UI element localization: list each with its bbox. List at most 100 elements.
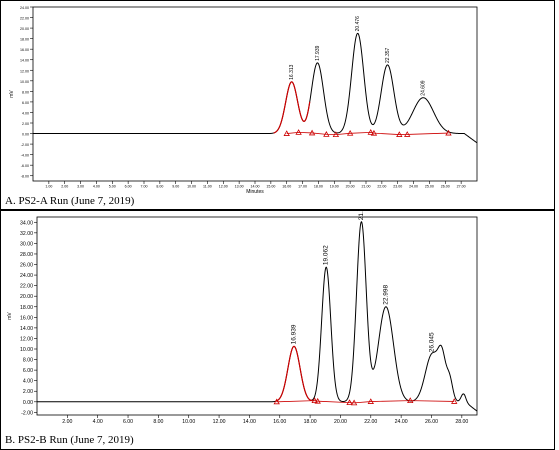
peak-label: 22.998	[382, 284, 389, 304]
integration-baseline	[286, 131, 449, 136]
y-tick-label: 24.00	[20, 273, 33, 279]
chart-panel-a: -8.00 -6.00 -4.00 -2.00 0.00 2.00 4.00 6.00 8.00…	[0, 0, 555, 210]
signal-trace	[37, 221, 478, 412]
y-tick-label: -2.00	[21, 410, 33, 416]
x-tick-label: 27.00	[457, 185, 466, 189]
integration-marker	[370, 129, 378, 136]
x-tick-label: 4.00	[93, 185, 100, 189]
y-tick-label: 26.00	[20, 263, 33, 269]
peak-label: 19.062	[323, 245, 330, 265]
x-tick-label: 20.00	[346, 185, 355, 189]
integration-marker	[367, 129, 374, 135]
y-tick-label: 16.00	[20, 48, 29, 52]
y-tick-label: 8.00	[23, 358, 33, 364]
x-tick-label: 16.00	[282, 185, 291, 189]
x-tick-label: 21.00	[362, 185, 371, 189]
x-tick-label: 25.00	[425, 185, 434, 189]
chart-panel-b: -2.00 0.00 2.00 4.00 6.00 8.00 10.00 12.00 14.00…	[0, 210, 555, 450]
chromatogram-b: -2.00 0.00 2.00 4.00 6.00 8.00 10.00 12.00 14.00…	[7, 211, 478, 425]
y-tick-label: 14.00	[20, 59, 29, 63]
caption-a: A. PS2-A Run (June 7, 2019)	[5, 195, 135, 207]
x-tick-label: 6.00	[125, 185, 132, 189]
x-axis-label: Minutes	[246, 189, 264, 195]
y-tick-label: 22.00	[20, 284, 33, 290]
caption-b: B. PS2-B Run (June 7, 2019)	[5, 434, 134, 446]
y-tick-label: 30.00	[20, 241, 33, 247]
x-tick-label: 28.00	[455, 419, 468, 425]
x-tick-label: 26.00	[441, 185, 450, 189]
integration-marker	[451, 398, 458, 404]
x-tick-label: 18.00	[314, 185, 323, 189]
x-tick-label: 9.00	[172, 185, 179, 189]
y-tick-label: 12.00	[20, 69, 29, 73]
peak-label: 16.313	[289, 64, 295, 80]
integration-marker	[311, 397, 318, 404]
x-tick-label: 12.00	[213, 419, 226, 425]
x-tick-label: 2.00	[61, 185, 68, 189]
x-tick-label: 19.00	[330, 185, 339, 189]
integration-baseline	[276, 400, 455, 404]
y-tick-label: 0.00	[23, 400, 33, 406]
integration-marker	[308, 129, 316, 136]
integration-marker	[350, 399, 358, 406]
y-tick-label: 4.00	[22, 111, 29, 115]
integration-marker	[346, 399, 353, 406]
integration-marker	[404, 131, 411, 137]
x-tick-label: 26.00	[425, 419, 438, 425]
y-tick-label: 20.00	[20, 27, 29, 31]
y-tick-label: 18.00	[20, 305, 33, 311]
integration-marker	[332, 131, 340, 138]
peak-label: 22.357	[385, 47, 391, 63]
x-tick-label: 2.00	[62, 419, 72, 425]
y-tick-label: 32.00	[20, 231, 33, 237]
y-tick-label: 4.00	[23, 379, 33, 385]
integration-marker	[314, 397, 321, 404]
peak-label: 16.939	[291, 324, 298, 344]
x-tick-label: 14.00	[243, 419, 256, 425]
x-tick-label: 8.00	[156, 185, 163, 189]
chromatogram-a: -8.00 -6.00 -4.00 -2.00 0.00 2.00 4.00 6.00 8.00…	[9, 6, 478, 195]
x-tick-label: 1.00	[45, 185, 52, 189]
peak-label: 21.380	[358, 211, 365, 220]
y-tick-label: -2.00	[21, 143, 29, 147]
integration-marker	[346, 129, 354, 136]
y-tick-label: 34.00	[20, 220, 33, 226]
y-axis-label: mV	[7, 312, 13, 320]
x-tick-label: 6.00	[123, 419, 133, 425]
x-tick-label: 13.00	[235, 185, 244, 189]
y-tick-label: 12.00	[20, 336, 33, 342]
highlight-peak-trace	[275, 345, 313, 402]
x-tick-label: 10.00	[182, 419, 195, 425]
x-tick-label: 17.00	[298, 185, 307, 189]
x-tick-label: 15.00	[266, 185, 275, 189]
x-tick-label: 23.00	[393, 185, 402, 189]
y-tick-label: 16.00	[20, 315, 33, 321]
integration-marker	[273, 398, 280, 405]
plot-area	[32, 6, 478, 182]
y-tick-label: 18.00	[20, 38, 29, 42]
x-tick-label: 10.00	[187, 185, 196, 189]
y-axis-label: mV	[9, 90, 15, 98]
x-tick-label: 24.00	[395, 419, 408, 425]
plot-area	[36, 216, 478, 416]
y-tick-label: 24.00	[20, 6, 29, 10]
peak-label: 24.609	[421, 80, 427, 96]
y-tick-label: 6.00	[22, 101, 29, 105]
y-tick-label: 8.00	[22, 90, 29, 94]
x-tick-label: 14.00	[251, 185, 260, 189]
y-tick-label: 2.00	[22, 122, 29, 126]
x-tick-label: 16.00	[273, 419, 286, 425]
y-tick-label: 2.00	[23, 389, 33, 395]
x-tick-label: 3.00	[77, 185, 84, 189]
y-tick-label: 10.00	[20, 347, 33, 353]
y-tick-label: 10.00	[20, 80, 29, 84]
x-tick-label: 22.00	[364, 419, 377, 425]
y-tick-label: -4.00	[21, 154, 29, 158]
x-tick-label: 11.00	[203, 185, 212, 189]
integration-marker	[445, 129, 452, 136]
peak-label: 20.476	[355, 16, 361, 32]
x-tick-label: 18.00	[304, 419, 317, 425]
y-tick-label: -6.00	[21, 164, 29, 168]
integration-marker	[295, 129, 302, 135]
peak-label: 17.939	[315, 45, 321, 61]
